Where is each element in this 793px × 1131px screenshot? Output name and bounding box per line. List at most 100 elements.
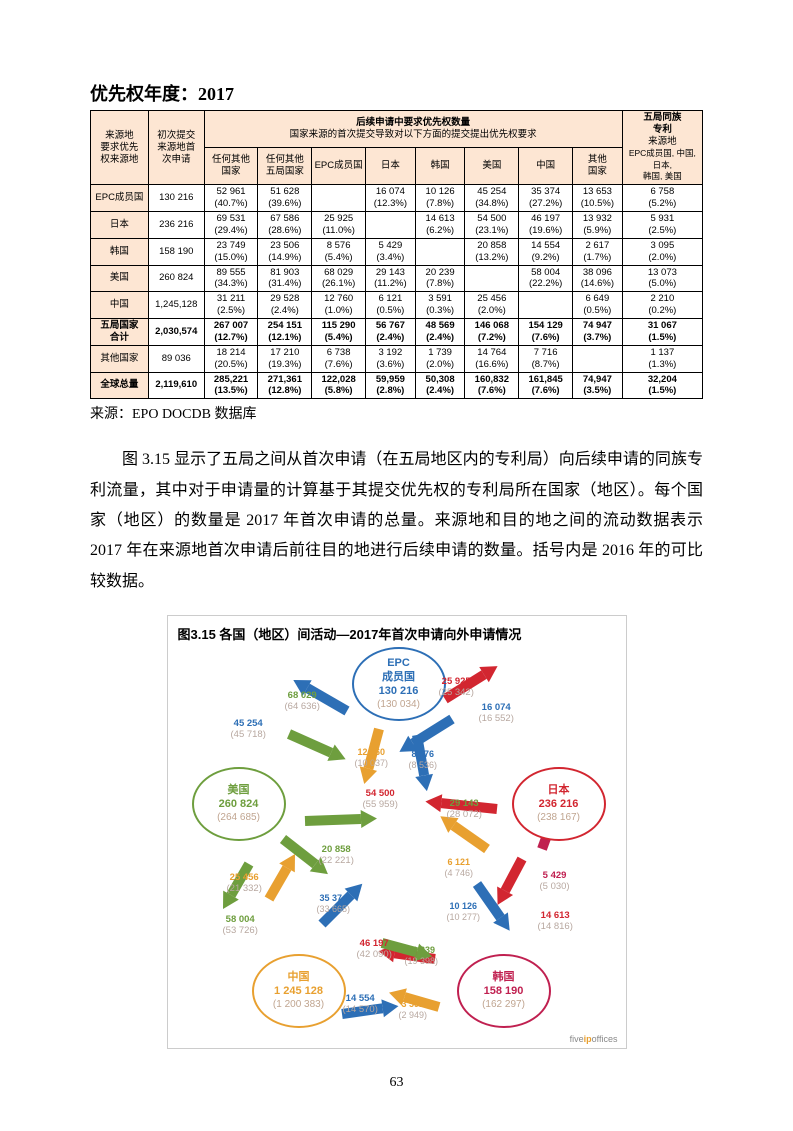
cell: 2 210(0.2%): [622, 292, 702, 319]
cell: 161,845(7.6%): [519, 372, 573, 399]
cell: 31 211(2.5%): [204, 292, 258, 319]
cell: 48 569(2.4%): [415, 319, 465, 346]
node-epc: EPC成员国130 216(130 034): [352, 647, 446, 721]
th: 其他: [588, 154, 607, 165]
cell: 58 004(22.2%): [519, 265, 573, 292]
node-jp: 日本236 216(238 167): [512, 767, 606, 841]
th: 中国: [536, 160, 555, 171]
figure-title: 图3.15 各国（地区）间活动—2017年首次申请向外申请情况: [172, 624, 622, 643]
paragraph: 图 3.15 显示了五局之间从首次申请（在五局地区内的专利局）向后续申请的同族专…: [90, 445, 703, 597]
cell: 236 216: [148, 212, 204, 239]
footer-logo: fiveipoffices: [570, 1034, 618, 1044]
cell: 67 586(28.6%): [258, 212, 312, 239]
th: 任何其他: [266, 154, 304, 165]
th: 后续申请中要求优先权数量: [356, 117, 470, 128]
cell: 14 764(16.6%): [465, 345, 519, 372]
flow-diagram: EPC成员国130 216(130 034) 日本236 216(238 167)…: [177, 649, 617, 1044]
flow-label: 45 254(45 718): [231, 719, 266, 741]
cell: 6 649(0.5%): [573, 292, 623, 319]
cell: 2,119,610: [148, 372, 204, 399]
cell: 14 554(9.2%): [519, 238, 573, 265]
cell: 122,028(5.8%): [312, 372, 366, 399]
cell: 89 555(34.3%): [204, 265, 258, 292]
cell: 13 653(10.5%): [573, 185, 623, 212]
cell: 68 029(26.1%): [312, 265, 366, 292]
th: 初次提交: [157, 130, 195, 141]
flow-label: 3 591(2 949): [399, 999, 428, 1020]
cell: 115 290(5.4%): [312, 319, 366, 346]
th: 来源地: [648, 136, 677, 147]
th: 国家来源的首次提交导致对以下方面的提交提出优先权要求: [290, 129, 537, 140]
th: 任何其他: [212, 154, 250, 165]
cell: 69 531(29.4%): [204, 212, 258, 239]
cell: 10 126(7.8%): [415, 185, 465, 212]
node-us: 美国260 824(264 685): [192, 767, 286, 841]
cell: 154 129(7.6%): [519, 319, 573, 346]
cell: 254 151(12.1%): [258, 319, 312, 346]
flow-label: 46 197(42 090): [357, 939, 392, 961]
cell: 285,221(13.5%): [204, 372, 258, 399]
cell: 12 760(1.0%): [312, 292, 366, 319]
cell: 45 254(34.8%): [465, 185, 519, 212]
cell: 20 239(7.8%): [415, 265, 465, 292]
cell: 3 192(3.6%): [366, 345, 416, 372]
cell: 20 858(13.2%): [465, 238, 519, 265]
th: EPC成员国: [315, 160, 363, 171]
cell: 23 749(15.0%): [204, 238, 258, 265]
cell: 56 767(2.4%): [366, 319, 416, 346]
cell: 81 903(31.4%): [258, 265, 312, 292]
flow-label: 16 074(16 552): [479, 703, 514, 725]
flow-label: 54 500(55 959): [363, 789, 398, 811]
row-label: 全球总量: [91, 372, 149, 399]
cell: 8 576(5.4%): [312, 238, 366, 265]
row-label: 其他国家: [91, 345, 149, 372]
cell: 130 216: [148, 185, 204, 212]
th: 韩国: [431, 160, 450, 171]
flow-label: 25 925(25 342): [439, 677, 474, 699]
cell: [465, 265, 519, 292]
cell: 51 628(39.6%): [258, 185, 312, 212]
cell: 74 947(3.7%): [573, 319, 623, 346]
cell: [312, 185, 366, 212]
flow-label: 29 143(28 072): [447, 799, 482, 821]
cell: 18 214(20.5%): [204, 345, 258, 372]
cell: 146 068(7.2%): [465, 319, 519, 346]
cell: 31 067(1.5%): [622, 319, 702, 346]
flow-label: 35 374(33 665): [317, 893, 351, 914]
cell: 14 613(6.2%): [415, 212, 465, 239]
cell: 1,245,128: [148, 292, 204, 319]
cell: [573, 345, 623, 372]
cell: 5 429(3.4%): [366, 238, 416, 265]
source-line: 来源：EPO DOCDB 数据库: [90, 403, 703, 423]
cell: 52 961(40.7%): [204, 185, 258, 212]
cell: 17 210(19.3%): [258, 345, 312, 372]
cell: 25 456(2.0%): [465, 292, 519, 319]
flow-label: 20 858(22 221): [319, 845, 354, 867]
cell: 1 137(1.3%): [622, 345, 702, 372]
cell: 3 591(0.3%): [415, 292, 465, 319]
flow-label: 68 029(64 636): [285, 691, 320, 713]
cell: 158 190: [148, 238, 204, 265]
th: 来源地: [105, 130, 134, 141]
th: 国家: [588, 166, 607, 177]
cell: [366, 212, 416, 239]
cell: 13 932(5.9%): [573, 212, 623, 239]
row-label: EPC成员国: [91, 185, 149, 212]
cell: 29 143(11.2%): [366, 265, 416, 292]
th: 五局国家: [266, 166, 304, 177]
th: 韩国, 美国: [643, 171, 682, 181]
page-number: 63: [90, 1075, 703, 1091]
th: 次申请: [162, 154, 191, 165]
cell: 271,361(12.8%): [258, 372, 312, 399]
flow-label: 5 429(5 030): [540, 871, 570, 893]
cell: 5 931(2.5%): [622, 212, 702, 239]
th: 专利: [653, 124, 672, 135]
cell: 74,947(3.5%): [573, 372, 623, 399]
row-label: 五局国家合计: [91, 319, 149, 346]
th: 五局同族: [643, 112, 681, 123]
ip-text: ip: [584, 1034, 592, 1044]
cell: 54 500(23.1%): [465, 212, 519, 239]
flow-label: 25 456(21 332): [227, 873, 262, 895]
cell: 2 617(1.7%): [573, 238, 623, 265]
figure-3-15: 图3.15 各国（地区）间活动—2017年首次申请向外申请情况 EPC成员国13…: [167, 615, 627, 1049]
